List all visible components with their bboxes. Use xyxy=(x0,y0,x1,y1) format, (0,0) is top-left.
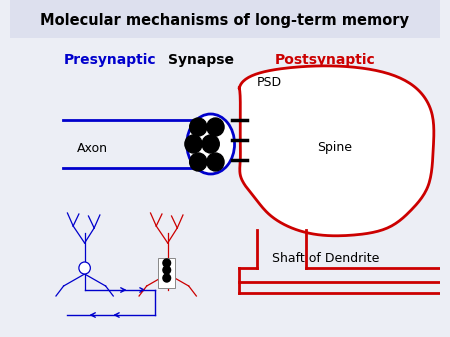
Circle shape xyxy=(207,118,224,136)
Circle shape xyxy=(163,259,171,267)
Text: Axon: Axon xyxy=(77,142,108,154)
Circle shape xyxy=(202,135,219,153)
Text: Shaft of Dendrite: Shaft of Dendrite xyxy=(272,251,379,265)
Text: PSD: PSD xyxy=(256,75,282,89)
Circle shape xyxy=(79,262,90,274)
Text: Presynaptic: Presynaptic xyxy=(64,53,157,67)
Circle shape xyxy=(189,153,207,171)
Polygon shape xyxy=(239,66,434,236)
Circle shape xyxy=(189,118,207,136)
Circle shape xyxy=(207,153,224,171)
Bar xyxy=(10,0,440,38)
Text: Postsynaptic: Postsynaptic xyxy=(275,53,376,67)
Text: Molecular mechanisms of long-term memory: Molecular mechanisms of long-term memory xyxy=(40,12,410,28)
Circle shape xyxy=(162,262,173,274)
Circle shape xyxy=(163,274,171,282)
Text: Spine: Spine xyxy=(317,142,352,154)
Ellipse shape xyxy=(187,114,234,174)
Text: Synapse: Synapse xyxy=(168,53,234,67)
Circle shape xyxy=(163,266,171,274)
Circle shape xyxy=(185,135,202,153)
Bar xyxy=(158,258,176,288)
